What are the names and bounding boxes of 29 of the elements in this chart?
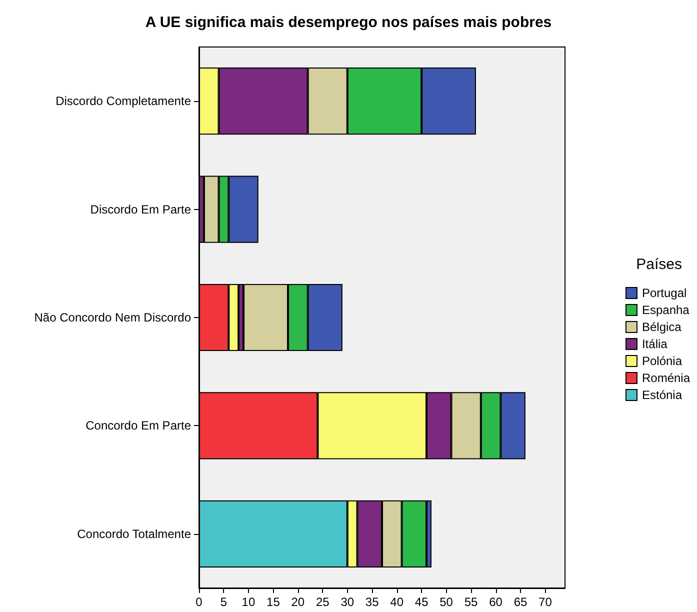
x-tick-label: 5 (220, 595, 228, 609)
legend-label: Espanha (642, 303, 690, 317)
x-tick-label: 15 (266, 595, 280, 609)
y-tick-label: Não Concordo Nem Discordo (34, 310, 192, 324)
x-tick-label: 30 (340, 595, 354, 609)
legend-title: Países (636, 256, 682, 273)
legend-label: Bélgica (642, 320, 682, 334)
x-tick-label: 10 (242, 595, 256, 609)
y-tick-label: Concordo Totalmente (77, 526, 192, 541)
y-tick-label: Discordo Em Parte (90, 202, 192, 216)
chart-title: A UE significa mais desemprego nos países mais pobres (145, 14, 552, 31)
y-tick-label: Discordo Completamente (56, 94, 192, 108)
x-tick-label: 60 (489, 595, 503, 609)
x-tick-label: 65 (514, 595, 528, 609)
x-tick-label: 20 (291, 595, 305, 609)
y-tick-label: Concordo Em Parte (86, 418, 192, 433)
legend-label: Estónia (642, 388, 682, 402)
legend-label: Polónia (642, 354, 682, 368)
legend-label: Itália (642, 337, 668, 351)
legend-label: Roménia (642, 371, 690, 385)
x-tick-label: 45 (414, 595, 429, 609)
x-tick-label: 40 (390, 595, 404, 609)
x-tick-label: 0 (196, 595, 203, 609)
x-tick-label: 70 (538, 595, 552, 609)
x-tick-label: 50 (440, 595, 454, 609)
x-tick-label: 25 (316, 595, 330, 609)
legend-label: Portugal (642, 286, 687, 300)
x-tick-label: 55 (464, 595, 478, 609)
x-tick-label: 35 (365, 595, 380, 609)
